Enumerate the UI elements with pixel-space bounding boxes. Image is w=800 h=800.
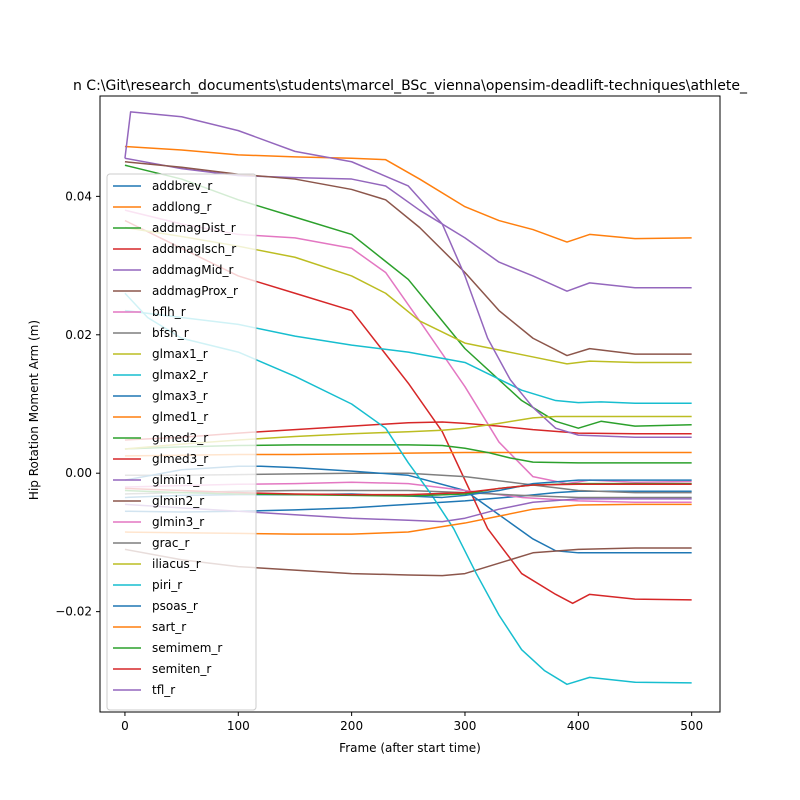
legend-label-glmin2_r: glmin2_r bbox=[152, 494, 204, 508]
legend-label-glmax3_r: glmax3_r bbox=[152, 389, 208, 403]
legend-label-glmax1_r: glmax1_r bbox=[152, 347, 208, 361]
legend-label-semiten_r: semiten_r bbox=[152, 662, 211, 676]
y-axis: −0.02 0.00 0.02 0.04 bbox=[55, 189, 100, 619]
legend-label-tfl_r: tfl_r bbox=[152, 683, 175, 697]
y-tick-label: 0.02 bbox=[65, 328, 92, 342]
legend-label-grac_r: grac_r bbox=[152, 536, 190, 550]
y-tick-label: 0.00 bbox=[65, 466, 92, 480]
legend-label-glmed2_r: glmed2_r bbox=[152, 431, 208, 445]
legend-label-addlong_r: addlong_r bbox=[152, 200, 211, 214]
x-tick-label: 500 bbox=[680, 719, 703, 733]
legend-label-glmed1_r: glmed1_r bbox=[152, 410, 208, 424]
x-tick-label: 300 bbox=[454, 719, 477, 733]
x-axis: 0 100 200 300 400 500 bbox=[121, 712, 703, 733]
x-tick-label: 0 bbox=[121, 719, 129, 733]
legend-label-glmed3_r: glmed3_r bbox=[152, 452, 208, 466]
legend-label-semimem_r: semimem_r bbox=[152, 641, 222, 655]
legend-label-glmin3_r: glmin3_r bbox=[152, 515, 204, 529]
y-tick-label: 0.04 bbox=[65, 189, 92, 203]
legend: addbrev_r addlong_r addmagDist_r addmagIsch… bbox=[106, 173, 257, 711]
legend-label-addbrev_r: addbrev_r bbox=[152, 179, 212, 193]
legend-label-psoas_r: psoas_r bbox=[152, 599, 198, 613]
legend-box bbox=[106, 173, 257, 711]
y-axis-label: Hip Rotation Moment Arm (m) bbox=[27, 320, 41, 500]
legend-label-piri_r: piri_r bbox=[152, 578, 182, 592]
legend-label-addmagDist_r: addmagDist_r bbox=[152, 221, 236, 235]
x-tick-label: 400 bbox=[567, 719, 590, 733]
x-tick-label: 200 bbox=[340, 719, 363, 733]
legend-label-addmagProx_r: addmagProx_r bbox=[152, 284, 238, 298]
legend-label-glmin1_r: glmin1_r bbox=[152, 473, 204, 487]
chart-title: n C:\Git\research_documents\students\mar… bbox=[73, 78, 748, 94]
legend-label-bflh_r: bflh_r bbox=[152, 305, 186, 319]
legend-label-addmagMid_r: addmagMid_r bbox=[152, 263, 234, 277]
y-tick-label: −0.02 bbox=[55, 605, 92, 619]
plot-frame bbox=[99, 95, 721, 713]
legend-label-sart_r: sart_r bbox=[152, 620, 186, 634]
legend-label-glmax2_r: glmax2_r bbox=[152, 368, 208, 382]
x-axis-label: Frame (after start time) bbox=[339, 741, 481, 755]
series-line-glmin1_r bbox=[124, 111, 692, 438]
series-line-addlong_r bbox=[124, 145, 692, 243]
legend-label-bfsh_r: bfsh_r bbox=[152, 326, 189, 340]
legend-label-iliacus_r: iliacus_r bbox=[152, 557, 201, 571]
legend-label-addmagIsch_r: addmagIsch_r bbox=[152, 242, 236, 256]
series-line-addmagIsch_r bbox=[124, 219, 692, 605]
x-tick-label: 100 bbox=[227, 719, 250, 733]
